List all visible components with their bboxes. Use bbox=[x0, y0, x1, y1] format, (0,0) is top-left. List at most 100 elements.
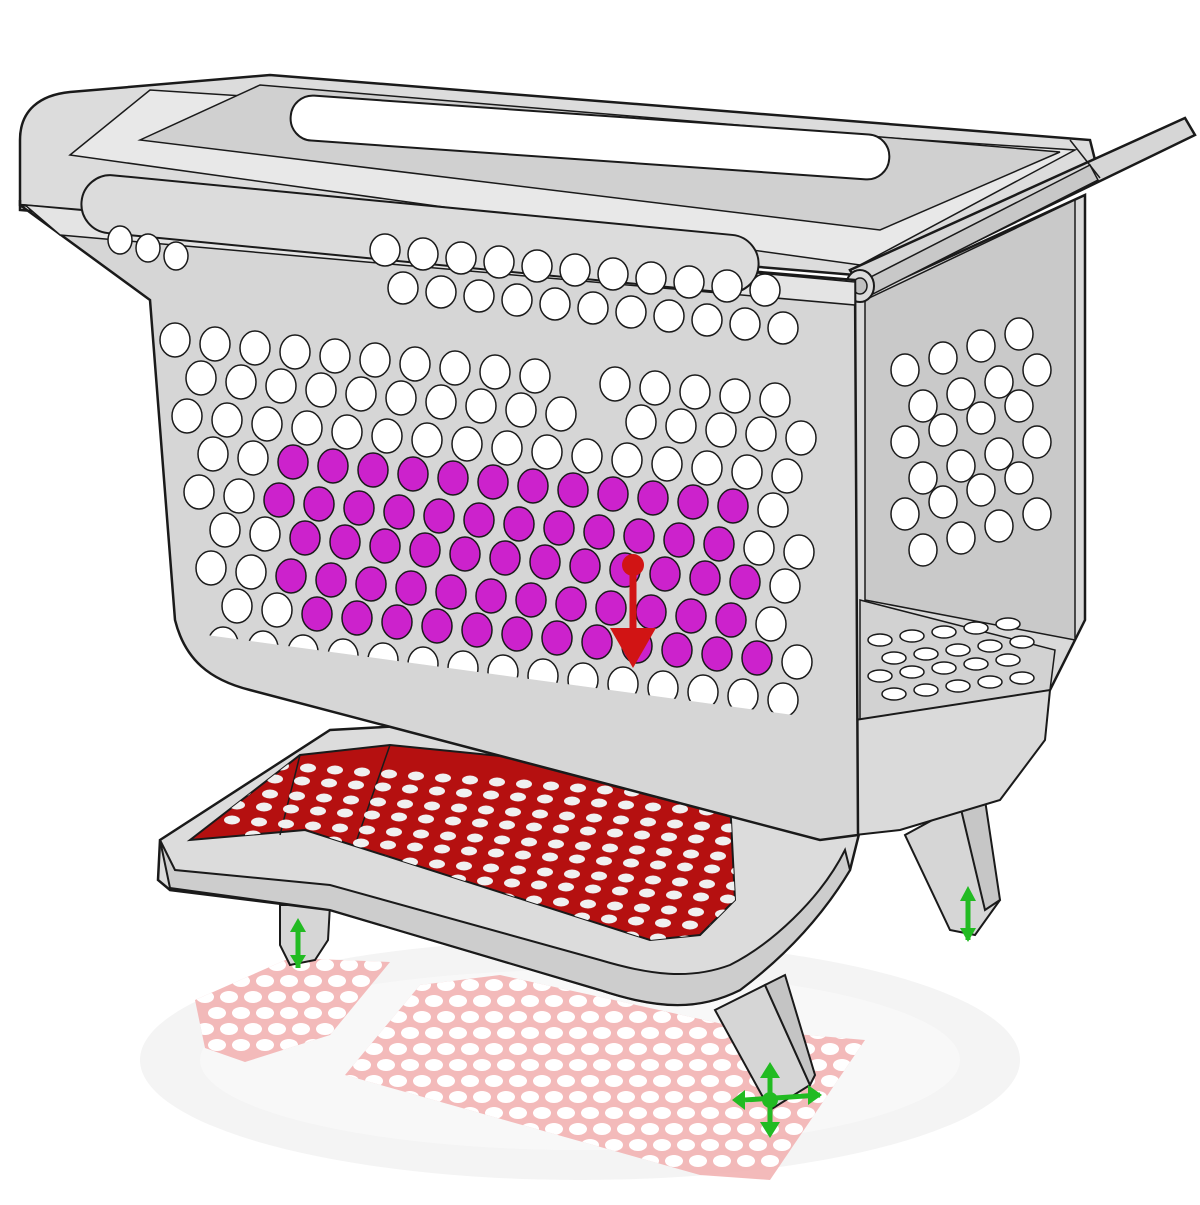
tray-hole bbox=[537, 794, 553, 804]
front-wall-hole bbox=[639, 370, 671, 406]
front-wall-hole bbox=[423, 498, 455, 534]
shadow-hole bbox=[713, 1123, 731, 1135]
front-wall-hole bbox=[171, 398, 203, 434]
side-wall-hole bbox=[984, 437, 1014, 471]
tray-hole bbox=[575, 841, 591, 851]
shadow-hole bbox=[773, 1107, 791, 1119]
shadow-hole bbox=[545, 1091, 563, 1103]
tray-hole bbox=[570, 783, 586, 793]
front-wall-hole bbox=[689, 560, 721, 596]
tray-hole bbox=[672, 804, 688, 814]
front-wall-hole bbox=[225, 364, 257, 400]
shadow-hole bbox=[653, 1107, 671, 1119]
shadow-hole bbox=[617, 1059, 635, 1071]
front-wall-hole bbox=[369, 528, 401, 564]
tray-hole bbox=[445, 816, 461, 826]
floor-hole bbox=[899, 629, 925, 643]
front-wall-hole bbox=[679, 374, 711, 410]
tray-hole bbox=[504, 878, 520, 888]
side-wall-hole bbox=[1004, 317, 1034, 351]
tray-hole bbox=[343, 795, 359, 805]
shadow-hole bbox=[268, 991, 286, 1003]
shadow-hole bbox=[292, 991, 310, 1003]
force-arrow-icon[interactable] bbox=[610, 554, 656, 668]
front-wall-hole bbox=[319, 338, 351, 374]
shadow-hole bbox=[689, 1123, 707, 1135]
front-wall-hole bbox=[449, 536, 481, 572]
tray-hole bbox=[558, 882, 574, 892]
shadow-hole bbox=[461, 1011, 479, 1023]
tray-hole bbox=[521, 837, 537, 847]
front-wall-hole bbox=[277, 444, 309, 480]
shadow-hole bbox=[449, 995, 467, 1007]
fixture-triad-icon[interactable] bbox=[732, 1062, 822, 1138]
shadow-hole bbox=[617, 1123, 635, 1135]
front-wall-hole bbox=[503, 506, 535, 542]
tray-hole bbox=[694, 821, 710, 831]
floor-hole bbox=[913, 647, 939, 661]
front-wall-hole bbox=[331, 414, 363, 450]
front-wall-hole bbox=[399, 346, 431, 382]
tray-hole bbox=[300, 763, 316, 773]
front-wall-hole bbox=[159, 322, 191, 358]
shadow-hole bbox=[425, 1059, 443, 1071]
tray-hole bbox=[208, 785, 224, 795]
tray-hole bbox=[661, 832, 677, 842]
front-wall-hole bbox=[743, 530, 775, 566]
tray-hole bbox=[559, 811, 575, 821]
front-wall-hole bbox=[289, 520, 321, 556]
floor-hole bbox=[913, 683, 939, 697]
shadow-hole bbox=[449, 1091, 467, 1103]
shadow-hole bbox=[545, 1123, 563, 1135]
front-wall-hole bbox=[221, 588, 253, 624]
shadow-hole bbox=[725, 1139, 743, 1151]
shadow-hole bbox=[581, 1011, 599, 1023]
shadow-hole bbox=[473, 1027, 491, 1039]
front-wall-hole bbox=[371, 418, 403, 454]
tray-hole bbox=[618, 800, 634, 810]
shadow-hole bbox=[220, 1023, 238, 1035]
shadow-hole bbox=[280, 1007, 298, 1019]
floor-hole bbox=[977, 639, 1003, 653]
tray-hole bbox=[720, 894, 735, 904]
front-wall-hole bbox=[767, 682, 799, 718]
front-wall-hole bbox=[649, 556, 681, 592]
shadow-hole bbox=[208, 1007, 226, 1019]
shadow-hole bbox=[509, 1043, 527, 1055]
tray-hole bbox=[602, 843, 618, 853]
shadow-hole bbox=[292, 1023, 310, 1035]
shadow-hole bbox=[533, 1011, 551, 1023]
tray-hole bbox=[564, 869, 580, 879]
side-wall-hole bbox=[928, 341, 958, 375]
front-wall-hole bbox=[731, 454, 763, 490]
shadow-hole bbox=[437, 1043, 455, 1055]
front-wall-hole bbox=[571, 438, 603, 474]
floor-hole bbox=[1009, 635, 1035, 649]
front-wall-hole bbox=[701, 636, 733, 672]
tray-hole bbox=[294, 776, 310, 786]
shadow-hole bbox=[364, 959, 382, 971]
front-wall-hole bbox=[237, 440, 269, 476]
fixture-arrow-icon[interactable] bbox=[290, 918, 306, 968]
shadow-hole bbox=[256, 1007, 274, 1019]
shadow-hole bbox=[413, 1043, 431, 1055]
tray-hole bbox=[526, 822, 542, 832]
tray-hole bbox=[402, 784, 418, 794]
tray-hole bbox=[672, 877, 688, 887]
tray-hole bbox=[192, 755, 208, 765]
front-wall-hole bbox=[665, 408, 697, 444]
shadow-hole bbox=[316, 991, 334, 1003]
shadow-hole bbox=[713, 1091, 731, 1103]
front-wall-hole bbox=[209, 512, 241, 548]
front-wall-hole bbox=[421, 608, 453, 644]
slot-hole bbox=[539, 287, 571, 321]
shadow-hole bbox=[629, 1139, 647, 1151]
shadow-hole bbox=[509, 1075, 527, 1087]
tray-hole bbox=[666, 890, 682, 900]
shadow-hole bbox=[617, 1091, 635, 1103]
shadow-hole bbox=[653, 1075, 671, 1087]
tray-hole bbox=[435, 773, 451, 783]
fixture-arrow-icon[interactable] bbox=[960, 886, 976, 942]
